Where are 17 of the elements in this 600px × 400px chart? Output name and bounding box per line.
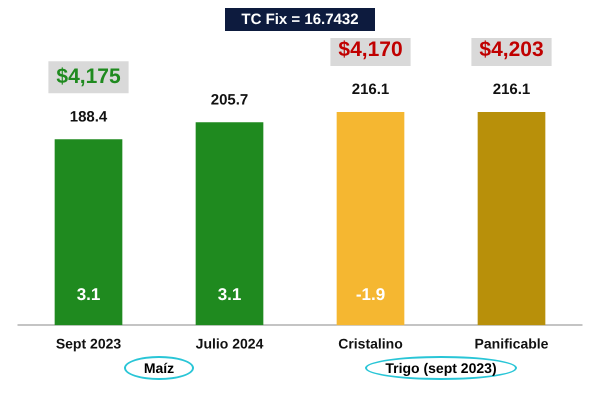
data-label: 216.1 — [352, 81, 390, 98]
annotation: 3.1 — [218, 284, 242, 304]
x-tick-label: Cristalino — [338, 335, 403, 352]
text: $4,175 — [56, 65, 121, 88]
x-tick-label: Julio 2024 — [196, 335, 264, 352]
x-tick-label: Panificable — [474, 335, 549, 352]
chart-title: TC Fix = 16.7432 — [225, 8, 375, 31]
text: Trigo (sept 2023) — [365, 356, 517, 380]
data-label: 205.7 — [210, 91, 248, 108]
text: $4,170 — [338, 38, 403, 61]
text: Maíz — [124, 356, 194, 380]
annotation: 3.1 — [76, 284, 100, 304]
data-label: 188.4 — [70, 108, 108, 126]
x-tick-label: Sept 2023 — [56, 335, 122, 352]
data-label: 216.1 — [492, 81, 530, 98]
text: $4,203 — [479, 38, 544, 61]
annotation: -1.9 — [356, 284, 386, 304]
